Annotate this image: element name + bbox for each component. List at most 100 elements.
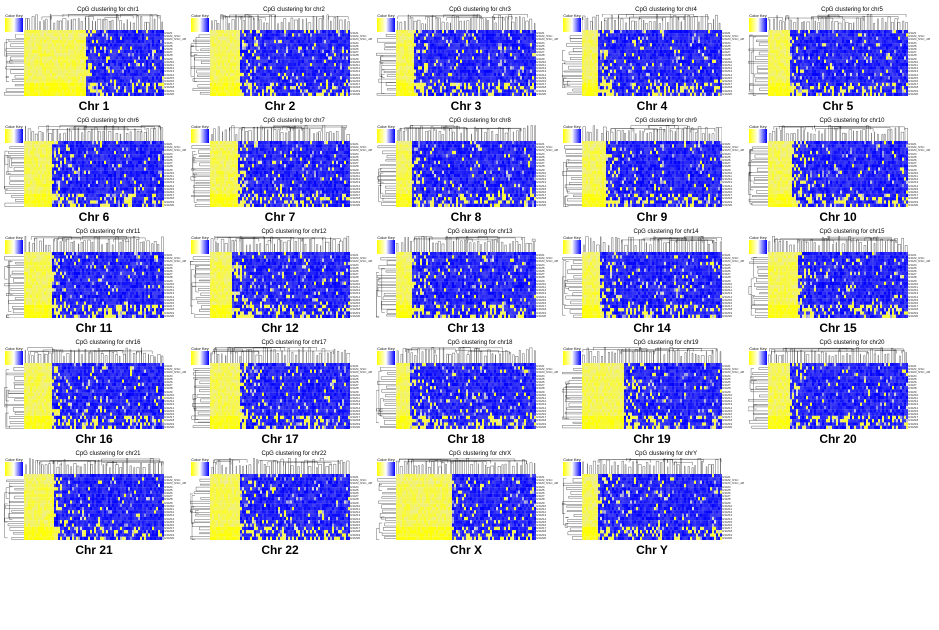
- panel-chrY: CpG clustering for chrYColor KeyGSM1GSM2…: [562, 450, 742, 559]
- panel-caption: Chr 19: [562, 432, 742, 448]
- colorkey: [5, 18, 23, 32]
- panel-chr14: CpG clustering for chr14Color KeyGSM1GSM…: [562, 228, 742, 337]
- row-label: GSM20: [350, 537, 370, 540]
- color-key: [563, 240, 581, 254]
- panel-chr7: CpG clustering for chr7Color KeyGSM1GSM2…: [190, 117, 370, 226]
- colorkey: [377, 462, 395, 476]
- row-label: GSM20: [722, 315, 742, 318]
- column-dendrogram: [24, 347, 164, 363]
- row-dendrogram: [376, 34, 396, 96]
- column-dendrogram-wrap: [768, 347, 908, 363]
- row-label: GSM20: [908, 93, 928, 96]
- color-key: [377, 18, 395, 32]
- row-dendrogram: [562, 367, 582, 429]
- heatmap-wrap: [582, 363, 722, 429]
- column-dendrogram: [396, 236, 536, 252]
- column-dendrogram: [210, 458, 350, 474]
- column-dendrogram-wrap: [396, 458, 536, 474]
- panel-title: CpG clustering for chr5: [776, 6, 928, 14]
- colorkey: [563, 240, 581, 254]
- column-dendrogram: [396, 14, 536, 30]
- panel-main-col: [210, 458, 350, 540]
- panel-chr22: CpG clustering for chr22Color KeyGSM1GSM…: [190, 450, 370, 559]
- panel-body: Color KeyGSM1GSM2_NSCGSM3_NSC_diffGSM4GS…: [376, 236, 556, 318]
- row-dendrogram: [4, 256, 24, 318]
- heatmap: [24, 30, 164, 96]
- panel-caption: Chr X: [376, 543, 556, 559]
- heatmap: [582, 141, 722, 207]
- row-dendrogram: [190, 478, 210, 540]
- row-label: GSM20: [350, 315, 370, 318]
- row-dendrogram: [376, 145, 396, 207]
- row-dendrogram: [376, 256, 396, 318]
- row-dendrogram-wrap: [190, 256, 210, 318]
- color-key: [191, 240, 209, 254]
- panel-body: Color KeyGSM1GSM2_NSCGSM3_NSC_diffGSM4GS…: [190, 458, 370, 540]
- panel-chr4: CpG clustering for chr4Color KeyGSM1GSM2…: [562, 6, 742, 115]
- column-dendrogram: [210, 347, 350, 363]
- row-label: GSM20: [722, 537, 742, 540]
- row-dendrogram: [562, 256, 582, 318]
- row-dendrogram: [748, 34, 768, 96]
- colorkey: [191, 18, 209, 32]
- grid-row: CpG clustering for chr21Color KeyGSM1GSM…: [4, 450, 935, 559]
- row-label: GSM20: [722, 204, 742, 207]
- color-key: [377, 462, 395, 476]
- panel-caption: Chr 6: [4, 210, 184, 226]
- panel-caption: Chr 22: [190, 543, 370, 559]
- row-label: GSM20: [536, 93, 556, 96]
- column-dendrogram-wrap: [210, 125, 350, 141]
- heatmap: [396, 30, 536, 96]
- color-key: [191, 129, 209, 143]
- row-dendrogram-wrap: [748, 256, 768, 318]
- column-dendrogram-wrap: [396, 14, 536, 30]
- heatmap-wrap: [582, 141, 722, 207]
- colorkey: [191, 351, 209, 365]
- row-dendrogram: [748, 256, 768, 318]
- row-dendrogram: [4, 478, 24, 540]
- row-label: GSM20: [536, 315, 556, 318]
- row-dendrogram-wrap: [190, 34, 210, 96]
- panel-body: Color KeyGSM1GSM2_NSCGSM3_NSC_diffGSM4GS…: [376, 14, 556, 96]
- panel-left-col: Color Key: [4, 125, 24, 207]
- panel-body: Color KeyGSM1GSM2_NSCGSM3_NSC_diffGSM4GS…: [562, 236, 742, 318]
- panel-left-col: Color Key: [562, 125, 582, 207]
- row-dendrogram: [4, 145, 24, 207]
- column-dendrogram: [582, 236, 722, 252]
- panel-body: Color KeyGSM1GSM2_NSCGSM3_NSC_diffGSM4GS…: [4, 236, 184, 318]
- panel-title: CpG clustering for chr6: [32, 117, 184, 125]
- panel-body: Color KeyGSM1GSM2_NSCGSM3_NSC_diffGSM4GS…: [376, 458, 556, 540]
- panel-title: CpG clustering for chr3: [404, 6, 556, 14]
- column-dendrogram: [768, 347, 908, 363]
- row-dendrogram-wrap: [562, 145, 582, 207]
- heatmap-wrap: [768, 141, 908, 207]
- panel-left-col: Color Key: [376, 347, 396, 429]
- color-key: [377, 129, 395, 143]
- row-dendrogram-wrap: [4, 478, 24, 540]
- column-dendrogram-wrap: [582, 347, 722, 363]
- panel-left-col: Color Key: [562, 347, 582, 429]
- row-dendrogram: [562, 34, 582, 96]
- panel-body: Color KeyGSM1GSM2_NSCGSM3_NSC_diffGSM4GS…: [4, 458, 184, 540]
- heatmap: [396, 363, 536, 429]
- panel-title: CpG clustering for chr9: [590, 117, 742, 125]
- heatmap: [768, 30, 908, 96]
- panel-main-col: [768, 347, 908, 429]
- color-key: [563, 129, 581, 143]
- panel-caption: Chr 18: [376, 432, 556, 448]
- colorkey: [563, 351, 581, 365]
- heatmap: [582, 30, 722, 96]
- heatmap-wrap: [582, 474, 722, 540]
- row-labels: GSM1GSM2_NSCGSM3_NSC_diffGSM4GSM5GSM6GSM…: [722, 236, 742, 318]
- heatmap-wrap: [396, 363, 536, 429]
- column-dendrogram-wrap: [210, 458, 350, 474]
- panel-body: Color KeyGSM1GSM2_NSCGSM3_NSC_diffGSM4GS…: [562, 458, 742, 540]
- panel-title: CpG clustering for chr10: [776, 117, 928, 125]
- row-dendrogram: [562, 478, 582, 540]
- panel-chr5: CpG clustering for chr5Color KeyGSM1GSM2…: [748, 6, 928, 115]
- row-dendrogram-wrap: [4, 34, 24, 96]
- row-labels: GSM1GSM2_NSCGSM3_NSC_diffGSM4GSM5GSM6GSM…: [350, 347, 370, 429]
- grid-row: CpG clustering for chr1Color KeyGSM1GSM2…: [4, 6, 935, 115]
- panel-main-col: [768, 236, 908, 318]
- row-labels: GSM1GSM2_NSCGSM3_NSC_diffGSM4GSM5GSM6GSM…: [350, 236, 370, 318]
